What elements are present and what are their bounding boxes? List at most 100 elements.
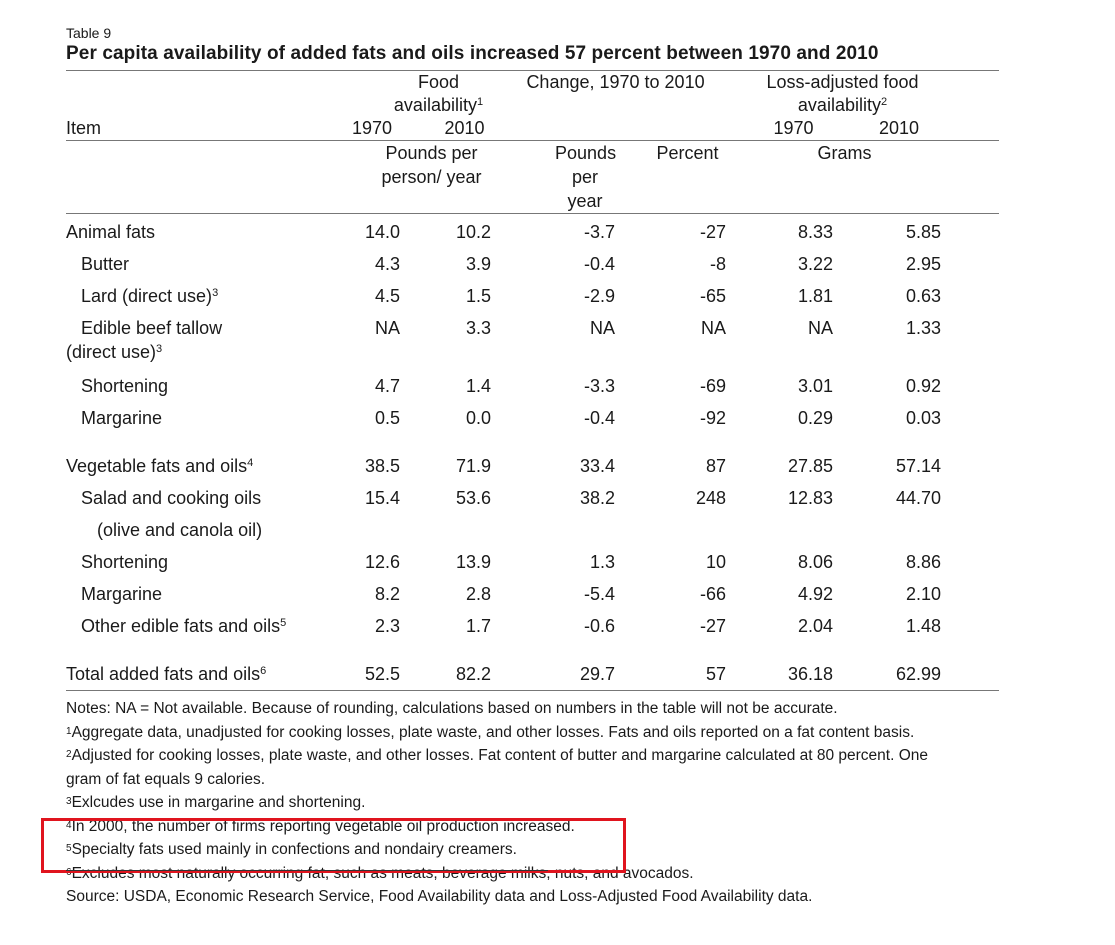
row-item: (olive and canola oil) <box>97 520 263 540</box>
cell-food-2010: 13.9 <box>455 552 492 572</box>
cell-change-percent: 10 <box>705 552 727 572</box>
cell-grams-2010: 2.10 <box>905 584 942 604</box>
cell-food-2010: 3.3 <box>465 318 492 338</box>
cell-change-pounds: NA <box>590 318 616 338</box>
cell-food-1970: 0.5 <box>374 408 400 428</box>
footnote-4: 4In 2000, the number of firms reporting … <box>66 817 575 835</box>
cell-food-2010: 82.2 <box>400 658 506 691</box>
cell-change-percent: -66 <box>700 584 727 604</box>
cell-grams-1970: 8.33 <box>797 222 834 242</box>
row-item: Animal fats <box>66 222 156 242</box>
data-table: Food availability1 Change, 1970 to 2010 … <box>66 70 1000 691</box>
cell-change-pounds: -3.7 <box>583 222 616 242</box>
row-item: Other edible fats and oils5 <box>81 616 287 636</box>
table-row: Vegetable fats and oils4 38.5 71.9 33.4 … <box>66 450 999 482</box>
cell-grams-1970: 3.22 <box>797 254 834 274</box>
cell-change-percent: -8 <box>710 254 727 274</box>
table-row: Shortening 4.7 1.4 -3.3 -69 3.01 0.92 <box>66 370 999 402</box>
table-row: (olive and canola oil) <box>66 514 999 546</box>
header-group-row: Food availability1 Change, 1970 to 2010 … <box>66 70 1000 117</box>
cell-food-2010: 1.4 <box>465 376 492 396</box>
cell-grams-2010: 2.95 <box>905 254 942 274</box>
cell-change-pounds: -0.4 <box>583 254 616 274</box>
strike-through-line <box>66 870 548 871</box>
cell-food-2010: 3.9 <box>465 254 492 274</box>
cell-food-1970: NA <box>374 318 400 338</box>
year-1970-header: 1970 <box>314 117 400 141</box>
header-year-row: Item 1970 2010 1970 2010 <box>66 117 1000 141</box>
cell-change-percent: -69 <box>700 376 727 396</box>
cell-grams-2010: 0.92 <box>905 376 942 396</box>
footnote-2: 2Adjusted for cooking losses, plate wast… <box>66 747 929 764</box>
item-column-header: Item <box>66 117 314 141</box>
table-row: Salad and cooking oils 15.4 53.6 38.2 24… <box>66 482 999 514</box>
source-note: Source: USDA, Economic Research Service,… <box>66 888 813 905</box>
year-2010-header: 2010 <box>400 117 506 141</box>
cell-food-1970: 4.5 <box>374 286 400 306</box>
loss-adjusted-header: Loss-adjusted food availability2 <box>726 70 942 117</box>
cell-change-pounds: -3.3 <box>583 376 616 396</box>
cell-change-pounds: -2.9 <box>583 286 616 306</box>
cell-grams-1970: 0.29 <box>797 408 834 428</box>
row-item: Salad and cooking oils <box>81 488 262 508</box>
row-item: Butter <box>81 254 130 274</box>
cell-food-1970: 15.4 <box>364 488 400 508</box>
cell-grams-1970: 4.92 <box>797 584 834 604</box>
row-item: Margarine <box>81 408 163 428</box>
cell-grams-1970: 12.83 <box>787 488 834 508</box>
cell-food-2010: 10.2 <box>455 222 492 242</box>
cell-grams-2010: 1.33 <box>905 318 942 338</box>
cell-food-1970: 8.2 <box>374 584 400 604</box>
cell-change-percent: -27 <box>700 616 727 636</box>
cell-food-1970: 12.6 <box>364 552 400 572</box>
cell-food-1970: 2.3 <box>374 616 400 636</box>
cell-grams-2010: 57.14 <box>895 456 942 476</box>
units-change: Pounds per year <box>505 140 616 214</box>
table-row: Other edible fats and oils5 2.3 1.7 -0.6… <box>66 610 999 658</box>
cell-food-2010: 0.0 <box>465 408 492 428</box>
units-percent: Percent <box>615 140 727 214</box>
row-item: Shortening <box>81 552 169 572</box>
table-row: Butter 4.3 3.9 -0.4 -8 3.22 2.95 <box>66 248 999 280</box>
table-notes: Notes: NA = Not available. Because of ro… <box>66 697 999 909</box>
cell-grams-1970: 3.01 <box>797 376 834 396</box>
footnote-2-continued: gram of fat equals 9 calories. <box>66 770 266 788</box>
cell-grams-1970: 1.81 <box>797 286 834 306</box>
cell-grams-2010: 0.03 <box>905 408 942 428</box>
table-row: Margarine 0.5 0.0 -0.4 -92 0.29 0.03 <box>66 402 999 450</box>
cell-grams-1970: NA <box>808 318 834 338</box>
cell-grams-2010: 62.99 <box>833 658 942 691</box>
row-item: Lard (direct use)3 <box>81 286 219 306</box>
table-row: Shortening 12.6 13.9 1.3 10 8.06 8.86 <box>66 546 999 578</box>
cell-grams-2010: 8.86 <box>905 552 942 572</box>
row-item: Shortening <box>81 376 169 396</box>
cell-grams-2010: 1.48 <box>905 616 942 636</box>
row-item: Vegetable fats and oils4 <box>66 456 254 476</box>
table-row-total: Total added fats and oils6 52.5 82.2 29.… <box>66 658 1000 691</box>
cell-change-percent: 57 <box>615 658 727 691</box>
cell-grams-2010: 0.63 <box>905 286 942 306</box>
cell-grams-1970: 2.04 <box>797 616 834 636</box>
food-availability-header: Food availability1 <box>314 70 506 117</box>
cell-food-1970: 14.0 <box>364 222 400 242</box>
table-row: Lard (direct use)3 4.5 1.5 -2.9 -65 1.81… <box>66 280 999 312</box>
cell-change-percent: 87 <box>705 456 727 476</box>
row-item: Margarine <box>81 584 163 604</box>
row-item: Edible beef tallow (direct use)3 <box>66 318 223 362</box>
cell-change-percent: -27 <box>700 222 727 242</box>
cell-grams-1970: 36.18 <box>726 658 834 691</box>
cell-grams-2010: 5.85 <box>905 222 942 242</box>
grams-2010-header: 2010 <box>833 117 1000 141</box>
grams-1970-header: 1970 <box>726 117 834 141</box>
note-na: Notes: NA = Not available. Because of ro… <box>66 700 838 717</box>
cell-grams-1970: 27.85 <box>787 456 834 476</box>
cell-food-1970: 52.5 <box>314 658 400 691</box>
table-title: Per capita availability of added fats an… <box>66 43 879 64</box>
cell-change-pounds: -0.4 <box>583 408 616 428</box>
cell-food-1970: 4.7 <box>374 376 400 396</box>
cell-change-pounds: -5.4 <box>583 584 616 604</box>
cell-change-pounds: 38.2 <box>579 488 616 508</box>
cell-food-1970: 4.3 <box>374 254 400 274</box>
cell-food-2010: 2.8 <box>465 584 492 604</box>
cell-grams-2010: 44.70 <box>895 488 942 508</box>
